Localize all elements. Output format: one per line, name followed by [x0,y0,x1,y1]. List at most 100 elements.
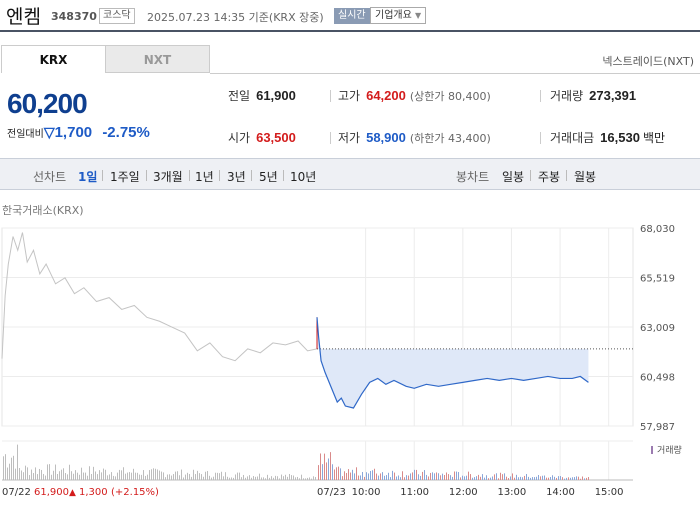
volume-bar [237,472,238,480]
period-option-5y[interactable]: 5년 [259,170,278,184]
volume-bar [484,477,485,480]
volume-bar [157,469,158,480]
volume-bar [448,474,449,480]
volume-bar [446,472,447,480]
volume-bar [488,478,489,480]
candle-option-weekly[interactable]: 주봉 [538,170,561,184]
volume-bar [506,476,507,480]
volume-bar [492,476,493,480]
volume-bar [320,453,321,480]
period-option-10y[interactable]: 10년 [290,170,317,184]
volume-bar [538,474,539,480]
volume-bar [103,468,104,480]
volume-bar [476,476,477,480]
volume-legend-label: 거래량 [657,444,682,456]
volume-bar [169,474,170,480]
volume-bar [392,470,393,480]
volume-bar [496,473,497,480]
volume-bar [510,476,511,480]
volume-bar [171,475,172,480]
volume-bar [243,474,244,480]
volume-bar [55,464,56,480]
volume-bar [233,477,234,480]
tab-divider [210,73,700,74]
volume-bar [67,474,68,480]
volume-bar [137,472,138,480]
volume-bar [101,472,102,480]
volume-bar [89,466,90,480]
volume-bar [121,470,122,480]
open-value: 63,500 [256,130,296,145]
volume-bar [530,477,531,480]
volume-bar [344,471,345,480]
volume-bar [478,474,479,480]
volume-bar [438,473,439,480]
volume-bar [267,474,268,480]
company-overview-button[interactable]: 기업개요 ▼ [370,7,427,24]
period-option-1w[interactable]: 1주일 [110,170,140,184]
period-option-3m[interactable]: 3개월 [153,170,183,184]
period-option-1y[interactable]: 1년 [195,170,214,184]
volume-bar [468,471,469,480]
price-chart[interactable]: 68,030 65,519 63,009 60,498 57,987 07/23 10:0… [0,205,700,505]
volume-bar [348,469,349,480]
volume-bar [19,468,20,480]
tab-nxt[interactable]: NXT [105,45,210,73]
volume-bar [522,477,523,480]
volume-bar [340,468,341,480]
volume-bar [342,476,343,480]
low-value: 58,900 [366,130,406,145]
volume-bar [554,476,555,480]
volume-bar [512,473,513,480]
volume-bar [115,476,116,480]
volume-bar [27,467,28,480]
volume-bar [179,475,180,480]
volume-bar [131,472,132,480]
volume-bar [295,477,296,480]
volume-bar [93,466,94,480]
volume-bar [440,475,441,480]
candle-option-daily[interactable]: 일봉 [502,170,525,184]
divider [219,170,220,181]
volume-bar [61,469,62,480]
footer-change: 1,300 [79,487,108,498]
volume-bar [87,475,88,480]
nextrade-link[interactable]: 넥스트레이드(NXT) [602,55,694,68]
volume-bar [516,474,517,480]
divider [102,170,103,181]
volume-bar [424,470,425,480]
volume-bar [77,472,78,480]
volume-bar [17,444,18,480]
volume-bar [404,477,405,480]
candle-option-monthly[interactable]: 월봉 [574,170,597,184]
volume-bar [213,476,214,480]
volume-bar [99,470,100,480]
realtime-badge: 실시간 [334,8,370,24]
volume-bar [454,471,455,480]
period-option-3y[interactable]: 3년 [227,170,246,184]
amount-label: 거래대금 [550,131,595,145]
volume-bar [29,475,30,480]
volume-bar [464,476,465,480]
volume-bar [109,474,110,480]
volume-bar [23,472,24,480]
volume-bar [372,470,373,480]
volume-bar [59,471,60,480]
volume-bar [410,473,411,480]
volume-bar [113,475,114,480]
volume-bar [332,464,333,480]
period-option-1d[interactable]: 1일 [78,170,98,184]
volume-bar [13,455,14,480]
volume-bar [301,474,302,480]
volume-bar [544,475,545,480]
amount-value: 16,530 [600,130,640,145]
volume-bar [185,474,186,480]
volume-bar [352,469,353,480]
x-tick-label: 13:00 [497,487,526,498]
volume-bar [364,476,365,480]
volume-bar [31,469,32,480]
volume-bar [235,474,236,480]
volume-bar [309,477,310,480]
volume-bar [518,477,519,480]
tab-krx[interactable]: KRX [1,45,106,73]
